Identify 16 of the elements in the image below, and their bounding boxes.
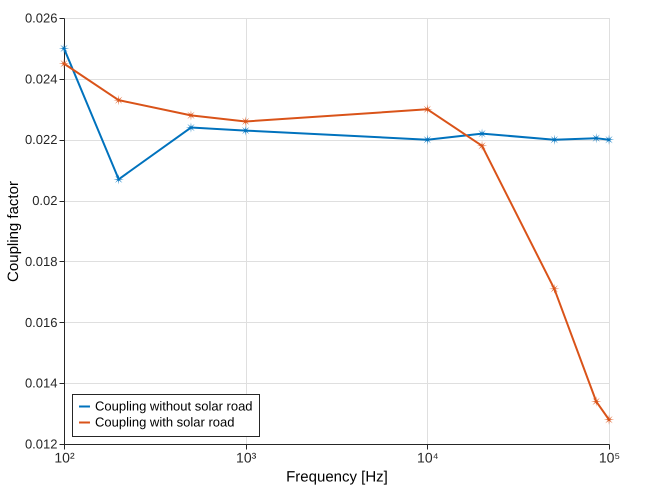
x-tick-label: 10³: [236, 450, 257, 466]
legend-label: Coupling with solar road: [95, 414, 234, 430]
x-tick-label: 10⁵: [598, 450, 620, 466]
y-tick-label: 0.014: [24, 376, 58, 391]
y-tick-label: 0.018: [24, 254, 58, 269]
y-tick-label: 0.012: [24, 436, 58, 452]
y-tick-label: 0.022: [24, 132, 58, 148]
legend-label: Coupling without solar road: [95, 398, 253, 414]
y-tick-label: 0.02: [32, 193, 58, 208]
x-axis-title: Frequency [Hz]: [286, 468, 388, 486]
y-tick-label: 0.016: [24, 314, 58, 330]
x-tick-label: 10⁴: [417, 450, 439, 466]
y-axis-title: Coupling factor: [4, 181, 22, 282]
x-tick-label: 10²: [54, 450, 75, 466]
y-tick-label: 0.024: [24, 71, 58, 86]
y-tick-label: 0.026: [24, 10, 58, 26]
